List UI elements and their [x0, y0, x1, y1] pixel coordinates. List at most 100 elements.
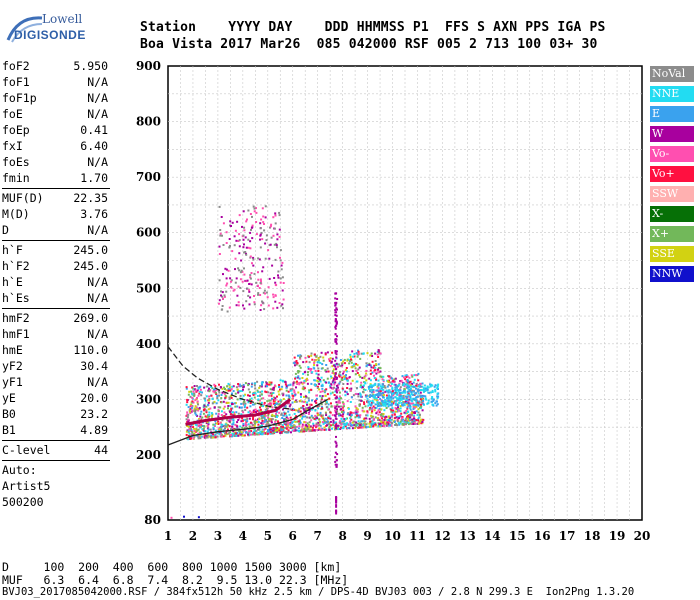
echo-point	[193, 394, 196, 397]
echo-point	[214, 390, 217, 392]
echo-point	[402, 383, 405, 385]
echo-point	[208, 390, 211, 393]
x-tick-label: 7	[314, 529, 322, 543]
echo-point	[407, 410, 410, 413]
echo-point	[202, 429, 205, 432]
echo-point	[243, 251, 246, 254]
echo-point	[231, 413, 234, 416]
echo-point	[270, 418, 273, 421]
echo-point	[191, 431, 194, 434]
echo-point	[422, 402, 425, 405]
echo-point	[431, 396, 434, 398]
echo-point	[317, 407, 320, 410]
echo-point	[406, 393, 409, 396]
echo-point	[375, 363, 378, 366]
echo-point	[377, 356, 380, 358]
echo-point	[310, 414, 313, 417]
echo-point	[422, 389, 425, 392]
echo-point	[350, 358, 352, 361]
echo-point	[280, 413, 283, 416]
echo-point	[249, 247, 252, 250]
echo-point	[360, 399, 362, 402]
echo-point	[378, 407, 381, 410]
echo-point	[321, 416, 324, 419]
echo-point	[262, 221, 265, 224]
echo-point	[367, 400, 370, 403]
echo-point	[233, 435, 236, 437]
echo-point	[218, 394, 220, 397]
echo-point	[249, 240, 252, 243]
echo-point	[310, 419, 313, 422]
echo-point	[315, 415, 318, 418]
echo-point	[427, 386, 430, 389]
echo-point	[189, 425, 192, 428]
echo-point	[385, 424, 388, 427]
echo-point	[306, 416, 309, 419]
x-tick-label: 8	[338, 529, 346, 543]
echo-point	[416, 422, 419, 425]
echo-point	[335, 435, 337, 438]
logo-text-lowell: Lowell	[42, 12, 83, 26]
echo-point	[354, 367, 357, 370]
echo-point	[239, 394, 242, 397]
echo-point	[417, 411, 420, 414]
echo-point	[228, 420, 231, 423]
echo-point	[238, 239, 241, 242]
echo-point	[266, 400, 269, 403]
echo-point	[334, 304, 337, 307]
echo-point	[228, 306, 231, 309]
echo-point	[335, 497, 338, 500]
echo-point	[368, 408, 371, 411]
echo-point	[193, 410, 196, 413]
echo-point	[335, 512, 338, 515]
echo-point	[375, 412, 378, 415]
echo-point	[388, 423, 391, 426]
echo-point	[410, 412, 413, 414]
echo-point	[360, 420, 363, 423]
echo-point	[359, 384, 362, 387]
echo-point	[195, 398, 198, 401]
echo-point	[329, 357, 332, 360]
echo-point	[303, 371, 306, 374]
echo-point	[375, 399, 378, 402]
echo-point	[274, 300, 277, 303]
echo-point	[191, 386, 194, 389]
echo-point	[412, 393, 414, 396]
echo-point	[232, 423, 235, 426]
echo-point	[345, 374, 347, 377]
echo-point	[269, 383, 272, 386]
echo-point	[250, 426, 253, 429]
echo-point	[226, 428, 229, 431]
echo-point	[424, 395, 427, 398]
echo-point	[332, 368, 335, 371]
param-name: fmin	[2, 171, 30, 185]
echo-point	[375, 389, 378, 392]
echo-point	[349, 417, 352, 420]
echo-point	[405, 397, 408, 400]
echo-point	[247, 388, 250, 391]
echo-point	[339, 420, 341, 423]
echo-point	[243, 229, 246, 232]
echo-point	[409, 397, 412, 400]
echo-point	[259, 278, 262, 281]
echo-point	[382, 375, 385, 378]
echo-point	[277, 400, 280, 403]
echo-point	[334, 390, 337, 393]
echo-point	[338, 414, 340, 417]
echo-point	[377, 396, 380, 398]
echo-point	[196, 408, 199, 411]
echo-point	[274, 294, 277, 297]
echo-point	[365, 423, 368, 426]
echo-point	[247, 238, 250, 241]
echo-point	[274, 399, 277, 401]
echo-points	[170, 205, 440, 519]
echo-point	[359, 395, 362, 398]
echo-point	[253, 207, 256, 210]
echo-point	[355, 409, 358, 412]
echo-point	[221, 308, 224, 311]
echo-point	[191, 392, 193, 395]
echo-point	[399, 391, 402, 394]
echo-point	[277, 274, 279, 277]
echo-point	[259, 222, 262, 225]
echo-point	[197, 432, 200, 435]
